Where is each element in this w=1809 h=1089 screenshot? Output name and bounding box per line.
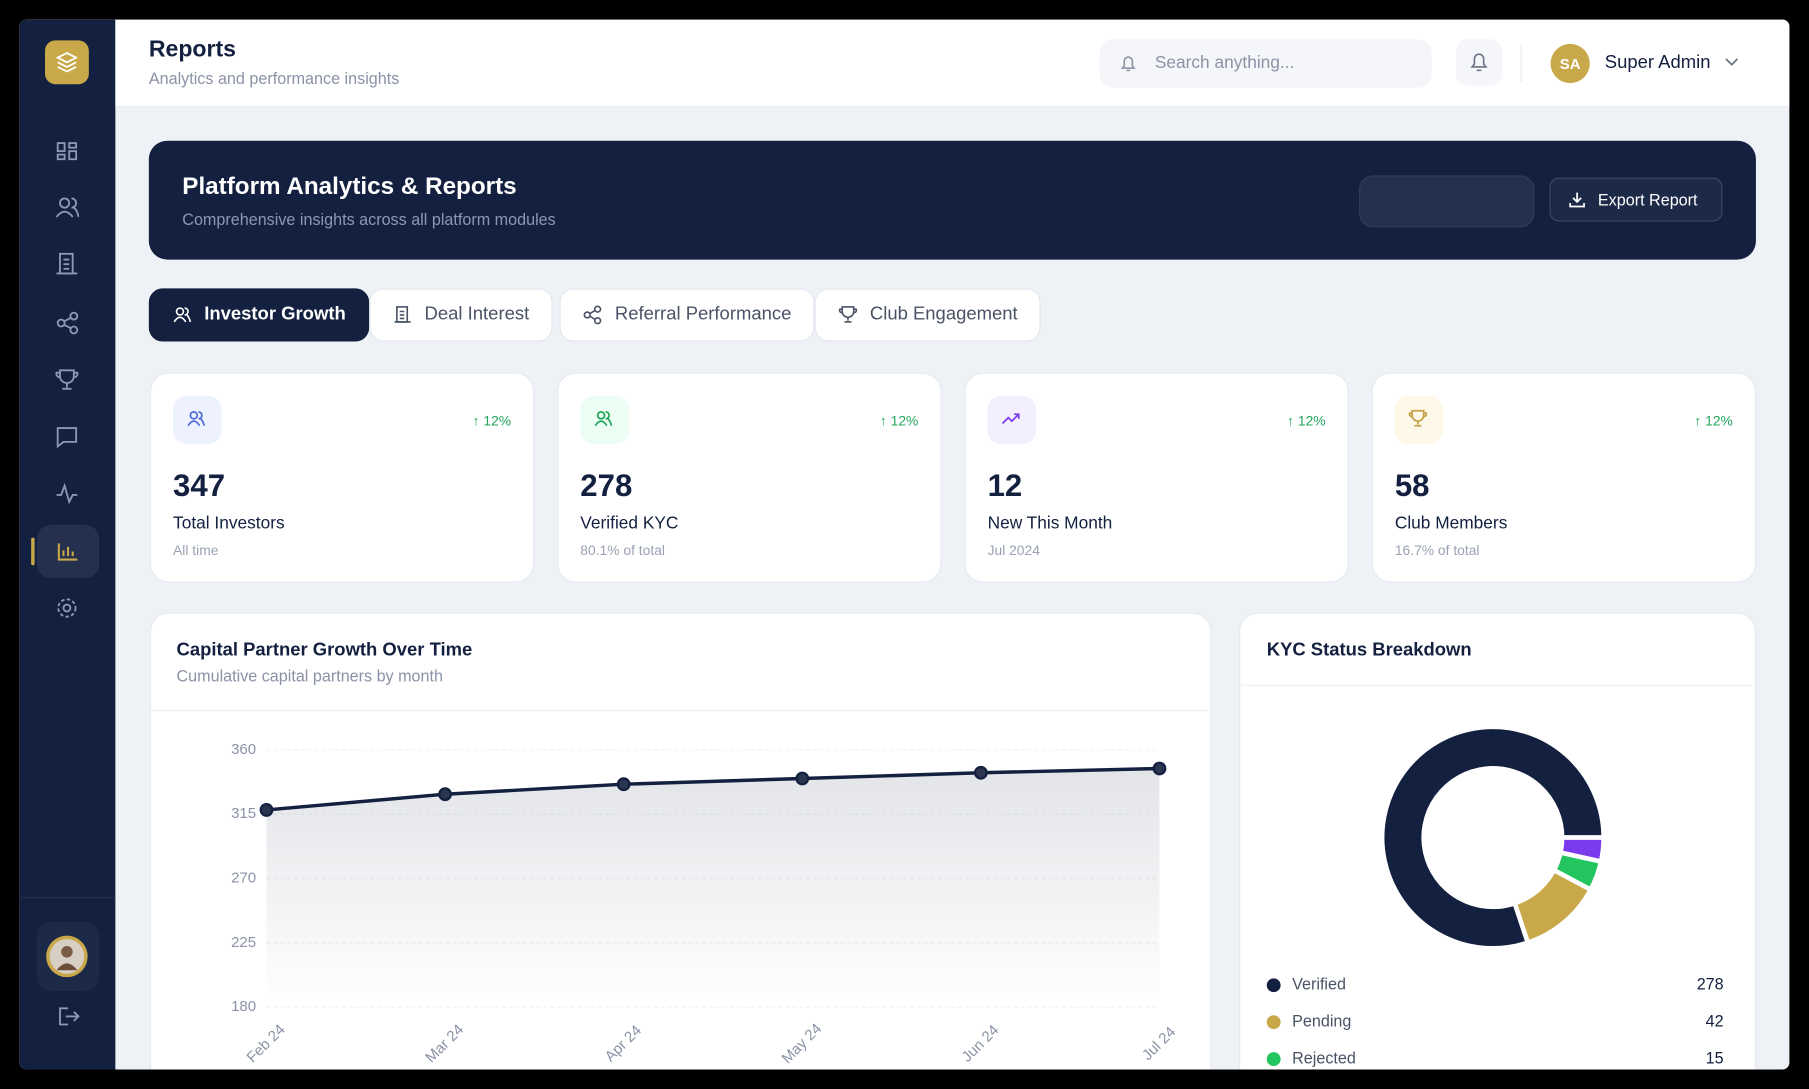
sidebar	[19, 19, 116, 1070]
point	[616, 777, 631, 792]
stat-label: New This Month	[987, 513, 1113, 534]
y-tick-label: 180	[231, 998, 256, 1015]
page-subtitle: Analytics and performance insights	[148, 69, 400, 88]
x-tick-label: Feb 24	[244, 1021, 289, 1066]
tab[interactable]: Deal Interest	[369, 288, 553, 342]
stat-change: ↑ 12%	[1287, 413, 1326, 430]
tab-label: Investor Growth	[204, 304, 346, 325]
page-title: Reports	[148, 36, 237, 63]
stat-change: ↑ 12%	[472, 413, 512, 430]
stat-label: Total Investors	[173, 513, 285, 534]
stat-card: ↑ 12% 12 New This Month Jul 2024	[964, 372, 1349, 583]
pie-card	[1239, 612, 1756, 1070]
legend-swatch	[1266, 978, 1281, 993]
nav-referrals[interactable]	[56, 311, 79, 335]
point	[973, 765, 988, 780]
y-tick-label: 360	[231, 741, 256, 758]
stat-value: 58	[1394, 468, 1430, 504]
point	[259, 803, 274, 817]
nav-deals[interactable]	[56, 252, 78, 275]
tab[interactable]: Club Engagement	[814, 288, 1041, 342]
tab[interactable]: Referral Performance	[559, 288, 815, 342]
donut-slice	[1557, 835, 1606, 865]
stat-card: ↑ 12% 278 Verified KYC 80.1% of total	[557, 372, 942, 583]
banner: Platform Analytics & Reports Comprehensi…	[148, 140, 1756, 260]
chart-title: Capital Partner Growth Over Time	[177, 639, 473, 660]
y-tick-label: 270	[231, 869, 256, 886]
stat-card: ↑ 12% 347 Total Investors All time	[149, 372, 535, 583]
legend-label: Pending	[1292, 1012, 1351, 1030]
y-tick-label: 315	[231, 805, 256, 822]
legend-swatch	[1266, 1015, 1281, 1030]
y-tick-label: 225	[231, 934, 256, 951]
point	[795, 771, 810, 786]
user-name[interactable]: Super Admin	[1604, 53, 1711, 73]
stat-change: ↑ 12%	[1694, 413, 1733, 430]
nav-settings[interactable]	[57, 598, 77, 618]
filter-select[interactable]	[1359, 175, 1535, 228]
search-box[interactable]: Search anything...	[1099, 39, 1432, 88]
point	[438, 787, 453, 802]
tab-label: Club Engagement	[869, 304, 1018, 325]
nav-reports[interactable]	[57, 543, 78, 561]
stat-icon	[1394, 395, 1444, 445]
search-placeholder: Search anything...	[1154, 53, 1295, 73]
stat-change: ↑ 12%	[879, 413, 919, 430]
stat-label: Club Members	[1394, 513, 1508, 534]
stat-icon	[580, 395, 629, 445]
stat-card: ↑ 12% 58 Club Members 16.7% of total	[1371, 372, 1756, 583]
charts: Capital Partner Growth Over Time Cumulati…	[151, 639, 1753, 1067]
export-button[interactable]: Export Report	[1549, 177, 1723, 222]
export-label: Export Report	[1597, 190, 1698, 209]
nav-clubs[interactable]	[55, 369, 79, 390]
legend-value: 42	[1706, 1012, 1724, 1030]
stat-value: 278	[580, 468, 633, 504]
x-tick-label: Apr 24	[602, 1022, 645, 1065]
stat-label: Verified KYC	[580, 513, 679, 534]
legend-label: Verified	[1292, 976, 1346, 994]
area	[266, 768, 1160, 1008]
logout[interactable]	[59, 1007, 80, 1026]
tab-label: Deal Interest	[424, 304, 530, 325]
nav-dashboard[interactable]	[56, 142, 78, 161]
x-tick-label: Jul 24	[1139, 1024, 1179, 1064]
tab-label: Referral Performance	[614, 304, 792, 325]
window: Reports Analytics and performance insigh…	[19, 19, 1790, 1070]
sidebar-icons	[19, 40, 116, 1026]
stat-icon	[987, 395, 1037, 445]
chart-subtitle: Cumulative capital partners by month	[177, 667, 443, 685]
notifications[interactable]	[1455, 39, 1503, 86]
donut-slice	[1379, 724, 1606, 951]
point	[1152, 761, 1167, 776]
banner-title: Platform Analytics & Reports	[182, 173, 517, 200]
legend-value: 278	[1697, 976, 1724, 994]
stat-value: 347	[173, 468, 226, 504]
stat-icon	[173, 395, 222, 445]
top-bar: Reports Analytics and performance insigh…	[115, 19, 1790, 108]
nav-messages[interactable]	[56, 427, 78, 449]
stat-note: 80.1% of total	[580, 542, 665, 559]
tab[interactable]: Investor Growth	[148, 288, 369, 342]
stat-note: 16.7% of total	[1394, 542, 1480, 559]
banner-subtitle: Comprehensive insights across all platfo…	[182, 209, 556, 229]
stat-note: Jul 2024	[987, 542, 1040, 559]
logo-icon	[55, 52, 79, 73]
nav-activity[interactable]	[56, 482, 78, 505]
stat-note: All time	[173, 542, 219, 559]
legend-value: 15	[1706, 1049, 1724, 1067]
user-avatar[interactable]: SA	[1550, 43, 1590, 84]
stat-value: 12	[987, 468, 1023, 504]
x-tick-label: Jun 24	[959, 1022, 1003, 1066]
legend-swatch	[1266, 1052, 1281, 1067]
chart-title: KYC Status Breakdown	[1267, 639, 1472, 660]
user-menu-chevron[interactable]	[1724, 57, 1740, 69]
x-tick-label: May 24	[779, 1020, 826, 1067]
x-tick-label: Mar 24	[422, 1021, 467, 1066]
line	[266, 766, 1160, 812]
legend-label: Rejected	[1292, 1049, 1356, 1067]
nav-users[interactable]	[55, 197, 80, 218]
nav-active-indicator	[31, 537, 35, 566]
